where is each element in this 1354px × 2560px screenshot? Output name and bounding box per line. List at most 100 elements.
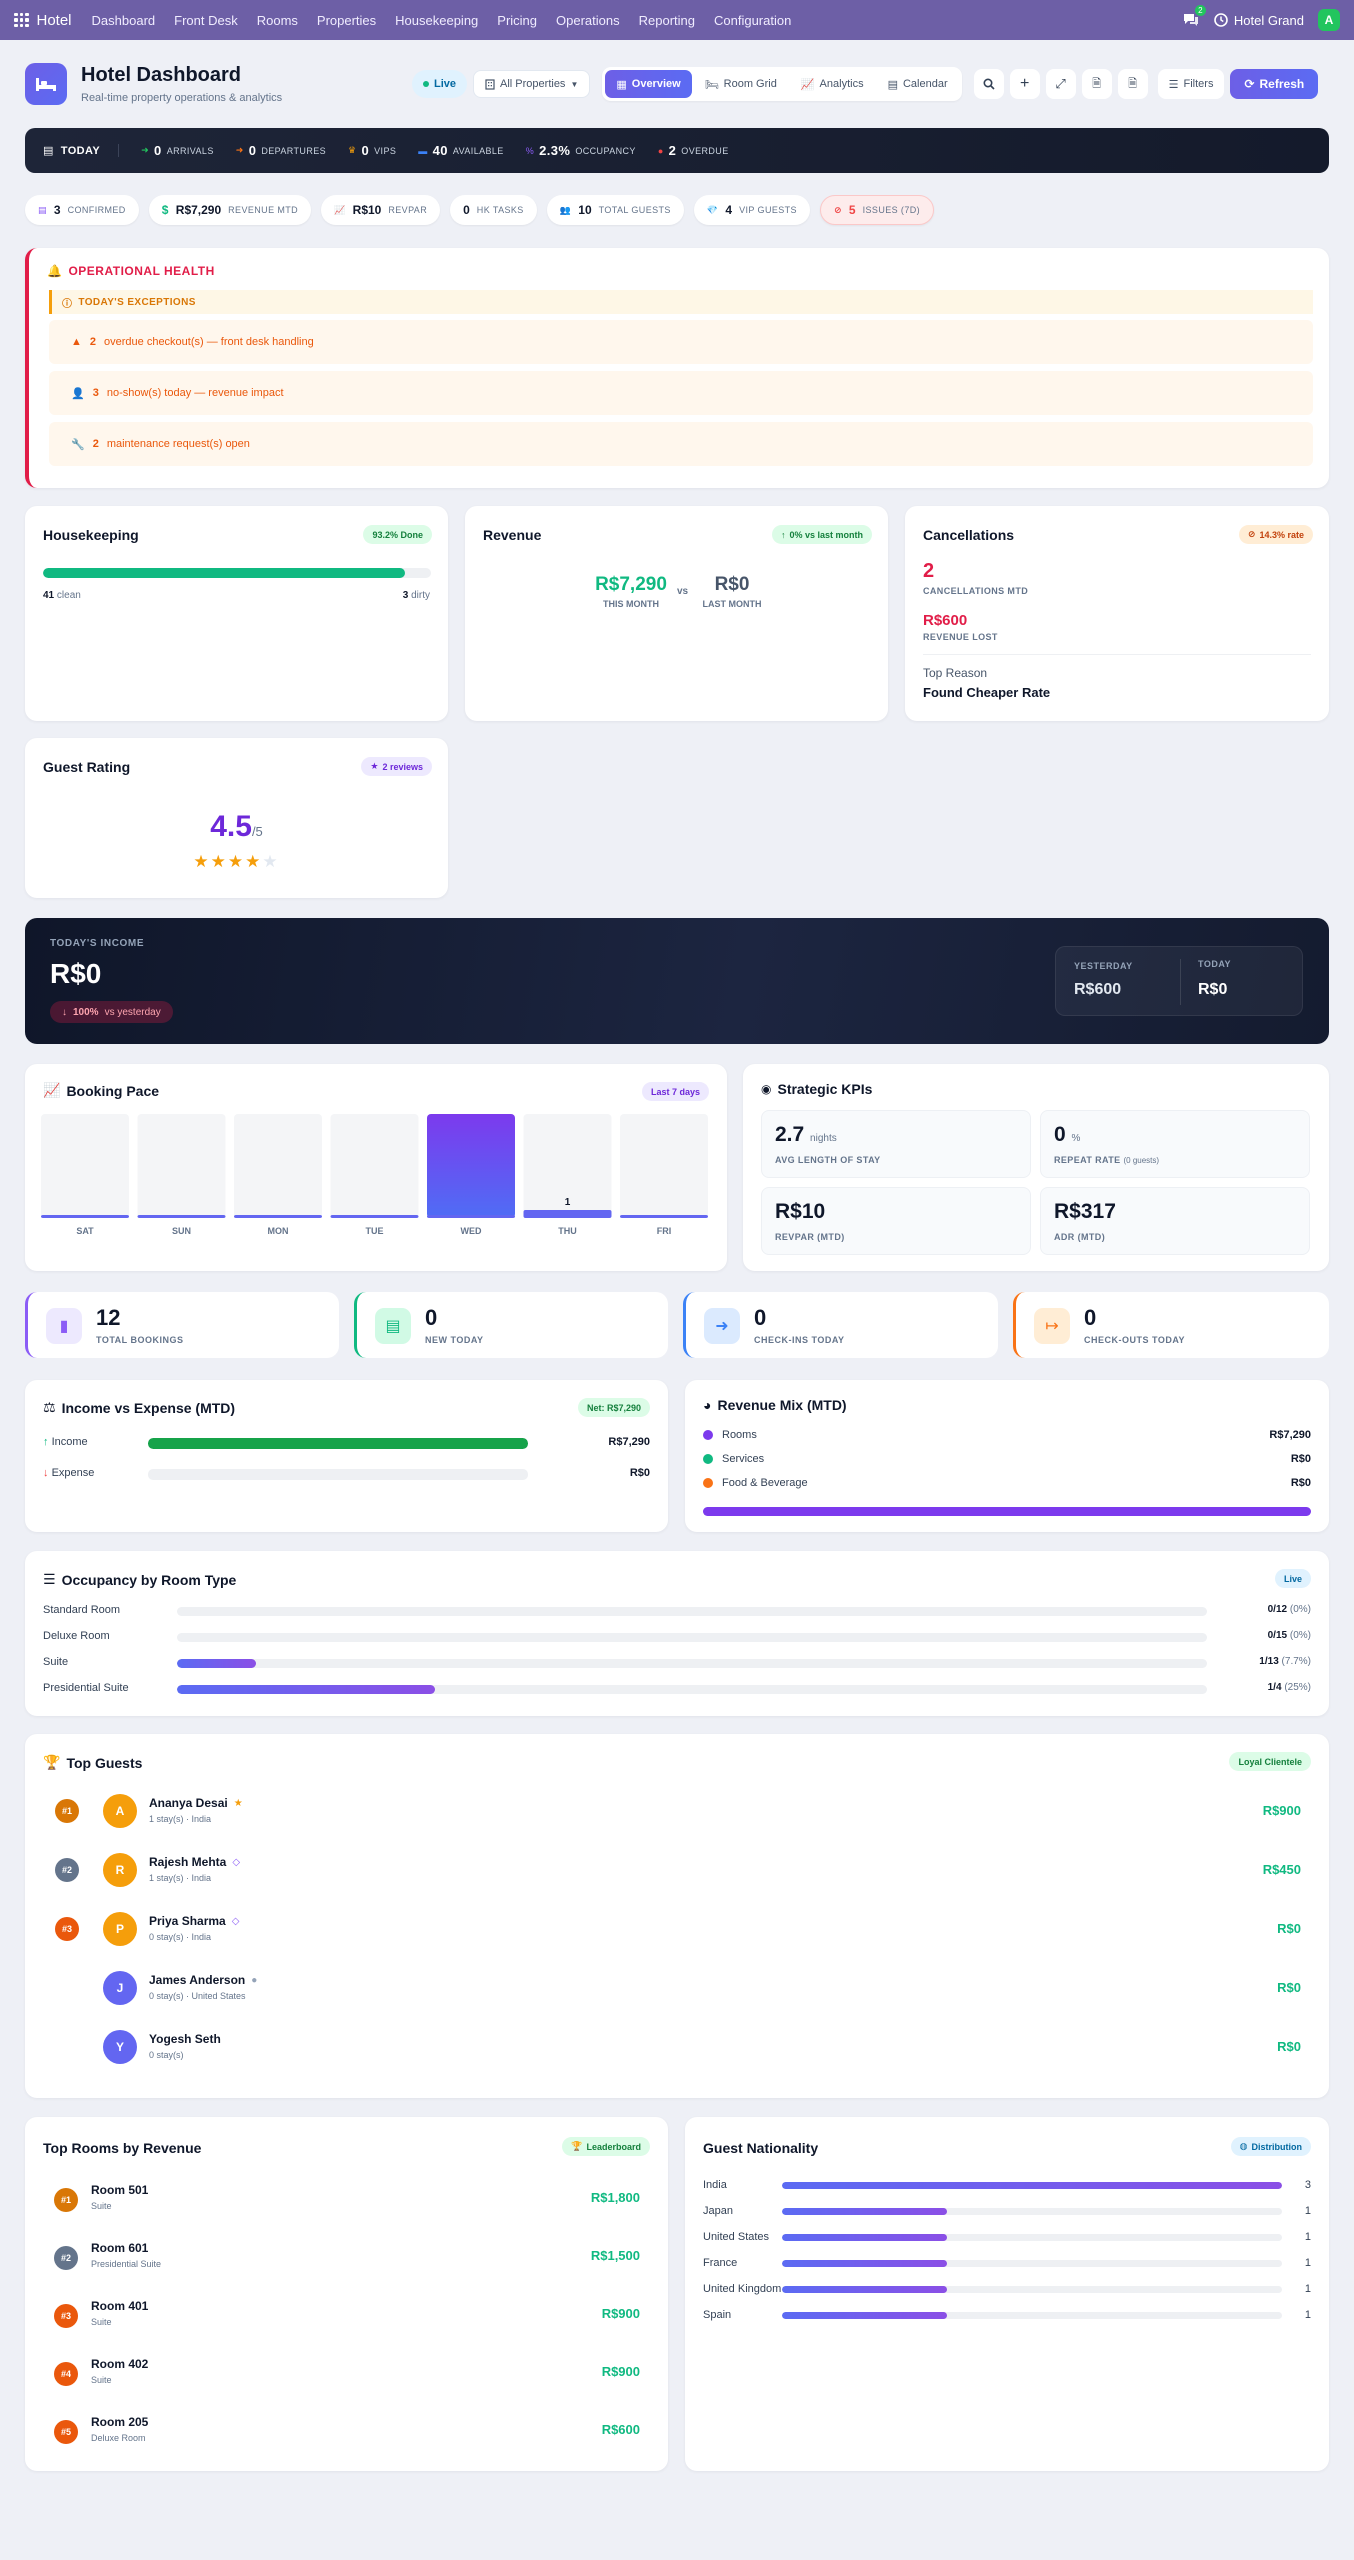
room-row[interactable]: #2 Room 601 Presidential Suite R$1,500 [43,2235,650,2281]
chip-confirmed[interactable]: ▤ 3 CONFIRMED [25,195,139,225]
tab-room-grid[interactable]: 🛏 Room Grid [694,70,788,98]
brand[interactable]: Hotel [14,12,72,29]
tab-calendar[interactable]: ▤ Calendar [877,70,959,98]
menu-item-rooms[interactable]: Rooms [256,12,298,28]
user-avatar[interactable]: A [1318,9,1340,31]
guest-rating-card: Guest Rating ★ 2 reviews 4.5/5 ★★★★★ [25,738,448,898]
stat-new-today[interactable]: ▤ 0 NEW TODAY [354,1292,668,1358]
guest-row[interactable]: Y Yogesh Seth 0 stay(s) R$0 [43,2022,1311,2072]
chip-revenue-mtd[interactable]: $ R$7,290 REVENUE MTD [148,195,312,225]
fullscreen-button[interactable]: ⤢ [1045,69,1076,99]
booking-pace-title: 📈 Booking Pace [43,1082,159,1099]
export-pdf-button[interactable]: 🗎 [1117,69,1148,99]
chip-vip-guests[interactable]: 💎 4 VIP GUESTS [693,195,810,225]
target-icon: ◉ [761,1082,772,1096]
property-switcher[interactable]: Hotel Grand [1214,13,1304,28]
income-change-value: 100% [73,1006,99,1018]
guest-subtitle: 1 stay(s) · India [149,1814,212,1824]
nationality-count: 1 [1304,2309,1311,2321]
chat-notification-icon[interactable]: 2 [1182,5,1206,28]
guest-name-text: Rajesh Mehta [149,1855,227,1869]
occupancy-count: 0/15 [1267,1630,1288,1641]
pie-chart-icon: ◕ [703,1397,712,1413]
line-chart-icon: 📈 [800,78,815,91]
star-icon: ★ [245,852,263,871]
top-guests-title-text: Top Guests [66,1754,143,1771]
pace-bar [41,1215,129,1218]
exception-item[interactable]: ▲ 2 overdue checkout(s) — front desk handl… [49,320,1313,364]
chip-issues[interactable]: ⊘ 5 ISSUES (7D) [819,195,935,225]
chip-hk-tasks[interactable]: 0 HK TASKS [450,195,537,225]
menu-item-front-desk[interactable]: Front Desk [174,12,238,28]
trophy-icon: 🏆 [571,2141,583,2151]
stat-label: CHECK-INS TODAY [754,1335,845,1345]
filters-button[interactable]: ☰ Filters [1157,69,1225,99]
income-value: R$0 [50,958,102,989]
stat-check-outs-today[interactable]: ↦ 0 CHECK-OUTS TODAY [1013,1292,1329,1358]
brand-name[interactable]: Hotel [36,11,72,29]
arrivals-label: ARRIVALS [166,145,214,156]
tab-analytics-label: Analytics [819,78,864,90]
refresh-button[interactable]: ⟳ Refresh [1230,69,1319,99]
housekeeping-badge: 93.2% Done [363,525,432,544]
today-departures: ➜ 0 DEPARTURES [236,143,326,158]
occupancy-row-value: 0/15 (0%) [1268,1630,1311,1641]
guest-name: Rajesh Mehta ◇ [149,1855,240,1869]
search-button[interactable] [973,69,1004,99]
leaderboard-badge-text: Leaderboard [586,2141,641,2152]
kpis-title: ◉ Strategic KPIs [761,1081,872,1097]
users-icon: 👥 [559,204,572,215]
menu-item-configuration[interactable]: Configuration [714,12,792,28]
departures-value: 0 [248,143,257,158]
room-row[interactable]: #5 Room 205 Deluxe Room R$600 [43,2409,650,2455]
guest-row[interactable]: J James Anderson ● 0 stay(s) · United State… [43,1963,1311,2013]
revenue-this-month: R$7,290 THIS MONTH [587,574,675,609]
main-menu: Dashboard Front Desk Rooms Properties Ho… [92,13,792,28]
occupancy-count: 1/13 [1259,1656,1279,1667]
menu-item-properties[interactable]: Properties [316,12,377,28]
last-month-value: R$0 [714,574,750,595]
filters-label: Filters [1183,78,1214,90]
calendar-icon: ▤ [887,78,898,91]
menu-item-reporting[interactable]: Reporting [638,12,695,28]
dirty-value: 3 [402,590,409,601]
pace-tick-label: SAT [76,1226,94,1236]
guest-row[interactable]: #3 P Priya Sharma ◇ 0 stay(s) · India R$0 [43,1904,1311,1954]
exception-item[interactable]: 🔧 2 maintenance request(s) open [49,422,1313,466]
chip-total-guests[interactable]: 👥 10 TOTAL GUESTS [546,195,684,225]
property-select-value: All Properties [500,78,566,90]
menu-item-operations[interactable]: Operations [556,12,620,28]
chip-confirmed-label: CONFIRMED [67,205,126,215]
nationality-bar [782,2312,1282,2319]
guest-row[interactable]: #1 A Ananya Desai ★ 1 stay(s) · India R$900 [43,1786,1311,1836]
room-row[interactable]: #1 Room 501 Suite R$1,800 [43,2177,650,2223]
menu-item-housekeeping[interactable]: Housekeeping [395,12,479,28]
menu-item-pricing[interactable]: Pricing [497,12,538,28]
star-icon: ★ [370,761,379,771]
guest-row[interactable]: #2 R Rajesh Mehta ◇ 1 stay(s) · India R$450 [43,1845,1311,1895]
guest-name: Ananya Desai ★ [149,1796,243,1810]
cancellations-title: Cancellations [923,527,1015,543]
room-name: Room 401 [91,2299,149,2313]
expense-row-label: ↓ Expense [43,1467,94,1479]
stat-total-bookings[interactable]: ▮ 12 TOTAL BOOKINGS [25,1292,339,1358]
nationality-bar [782,2286,1282,2293]
live-indicator: Live [412,70,468,98]
room-row[interactable]: #4 Room 402 Suite R$900 [43,2351,650,2397]
room-type: Deluxe Room [91,2433,146,2443]
property-select[interactable]: All Properties ▼ [473,70,591,98]
booking-pace-title-text: Booking Pace [66,1082,160,1099]
tab-overview[interactable]: ▦ Overview [605,70,692,98]
add-button[interactable]: + [1009,69,1040,99]
menu-item-dashboard[interactable]: Dashboard [91,12,156,28]
user-x-icon: 👤 [71,387,85,400]
chip-confirmed-value: 3 [53,203,61,217]
guest-name-text: Priya Sharma [149,1914,226,1928]
stat-check-ins-today[interactable]: ➜ 0 CHECK-INS TODAY [683,1292,998,1358]
chip-revpar[interactable]: 📈 R$10 REVPAR [321,195,441,225]
exception-item[interactable]: 👤 3 no-show(s) today — revenue impact [49,371,1313,415]
tab-analytics[interactable]: 📈 Analytics [790,70,875,98]
room-row[interactable]: #3 Room 401 Suite R$900 [43,2293,650,2339]
apps-grid-icon[interactable] [14,12,29,28]
export-excel-button[interactable]: 🗎 [1081,69,1112,99]
